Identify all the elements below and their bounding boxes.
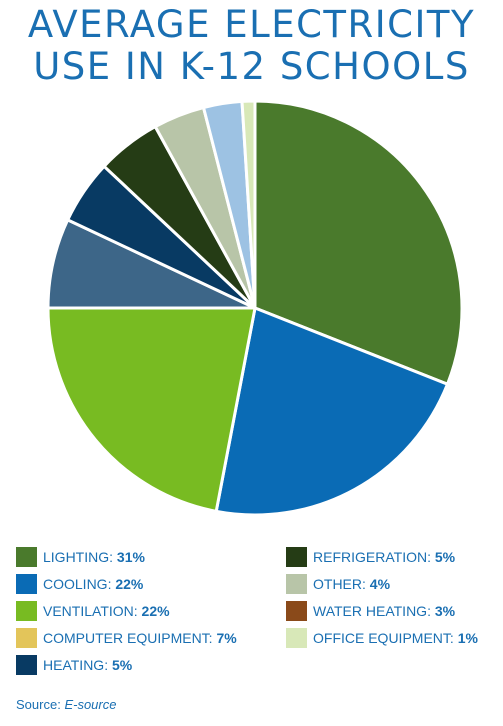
legend-item-computer-equipment: COMPUTER EQUIPMENT: 7% <box>16 627 286 649</box>
pie-slice-lighting <box>253 99 464 386</box>
legend-value: 3% <box>434 603 456 619</box>
legend: LIGHTING: 31% REFRIGERATION: 5% COOLING: 2… <box>16 546 496 676</box>
legend-value: 7% <box>216 630 237 646</box>
legend-value: 1% <box>457 630 478 646</box>
legend-value: 22% <box>141 603 170 619</box>
legend-item-other: OTHER: 4% <box>286 573 496 595</box>
legend-swatch-cooling <box>16 574 37 594</box>
legend-swatch-water-heating <box>286 601 307 621</box>
legend-category: HEATING: <box>43 657 112 673</box>
legend-swatch-office-equipment <box>286 628 307 648</box>
legend-item-office-equipment: OFFICE EQUIPMENT: 1% <box>286 627 496 649</box>
legend-item-water-heating: WATER HEATING: 3% <box>286 600 496 622</box>
legend-swatch-heating <box>16 655 37 675</box>
legend-value: 4% <box>369 576 391 592</box>
source-note: Source: E-source <box>16 697 116 712</box>
legend-category: WATER HEATING: <box>313 603 435 619</box>
legend-category: LIGHTING: <box>43 549 117 565</box>
legend-category: VENTILATION: <box>43 603 142 619</box>
legend-category: COMPUTER EQUIPMENT: <box>43 630 217 646</box>
legend-value: 22% <box>115 576 144 592</box>
legend-category: COOLING: <box>43 576 116 592</box>
legend-label-heating: HEATING: 5% <box>43 657 132 673</box>
legend-item-ventilation: VENTILATION: 22% <box>16 600 286 622</box>
legend-category: OFFICE EQUIPMENT: <box>313 630 458 646</box>
legend-label-computer-equipment: COMPUTER EQUIPMENT: 7% <box>43 630 237 646</box>
legend-label-ventilation: VENTILATION: 22% <box>43 603 170 619</box>
legend-label-lighting: LIGHTING: 31% <box>43 549 145 565</box>
title-line-1: AVERAGE ELECTRICITY <box>27 3 476 46</box>
legend-category: OTHER: <box>313 576 370 592</box>
pie-slice-ventilation <box>46 306 257 513</box>
chart-title: AVERAGE ELECTRICITY USE IN K-12 SCHOOLS <box>0 4 503 88</box>
title-line-2: USE IN K-12 SCHOOLS <box>33 45 470 88</box>
pie-slice-cooling <box>214 306 449 517</box>
legend-label-refrigeration: REFRIGERATION: 5% <box>313 549 455 565</box>
legend-label-cooling: COOLING: 22% <box>43 576 143 592</box>
legend-label-other: OTHER: 4% <box>313 576 390 592</box>
legend-label-water-heating: WATER HEATING: 3% <box>313 603 455 619</box>
source-prefix: Source: <box>16 697 61 712</box>
legend-label-office-equipment: OFFICE EQUIPMENT: 1% <box>313 630 478 646</box>
legend-swatch-other <box>286 574 307 594</box>
legend-item-heating: HEATING: 5% <box>16 654 286 676</box>
legend-swatch-lighting <box>16 547 37 567</box>
legend-item-lighting: LIGHTING: 31% <box>16 546 286 568</box>
legend-swatch-ventilation <box>16 601 37 621</box>
legend-value: 5% <box>111 657 133 673</box>
legend-swatch-computer-equipment <box>16 628 37 648</box>
legend-value: 31% <box>116 549 145 565</box>
legend-value: 5% <box>434 549 456 565</box>
pie-slice-office-equipment <box>240 99 257 310</box>
legend-category: REFRIGERATION: <box>313 549 435 565</box>
legend-item-refrigeration: REFRIGERATION: 5% <box>286 546 496 568</box>
legend-swatch-refrigeration <box>286 547 307 567</box>
legend-item-cooling: COOLING: 22% <box>16 573 286 595</box>
source-name: E-source <box>64 697 117 712</box>
